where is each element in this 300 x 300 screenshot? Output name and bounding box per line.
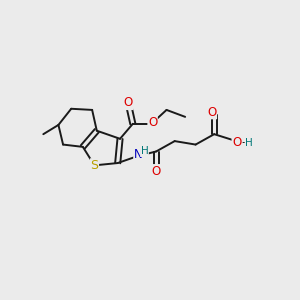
- Text: N: N: [134, 148, 142, 161]
- Text: -: -: [242, 136, 246, 149]
- Text: O: O: [232, 136, 242, 149]
- Text: H: H: [141, 146, 148, 157]
- Text: O: O: [152, 165, 161, 178]
- Text: S: S: [91, 159, 98, 172]
- Text: O: O: [148, 116, 157, 129]
- Text: O: O: [124, 97, 133, 110]
- Text: O: O: [207, 106, 217, 119]
- Text: H: H: [245, 138, 253, 148]
